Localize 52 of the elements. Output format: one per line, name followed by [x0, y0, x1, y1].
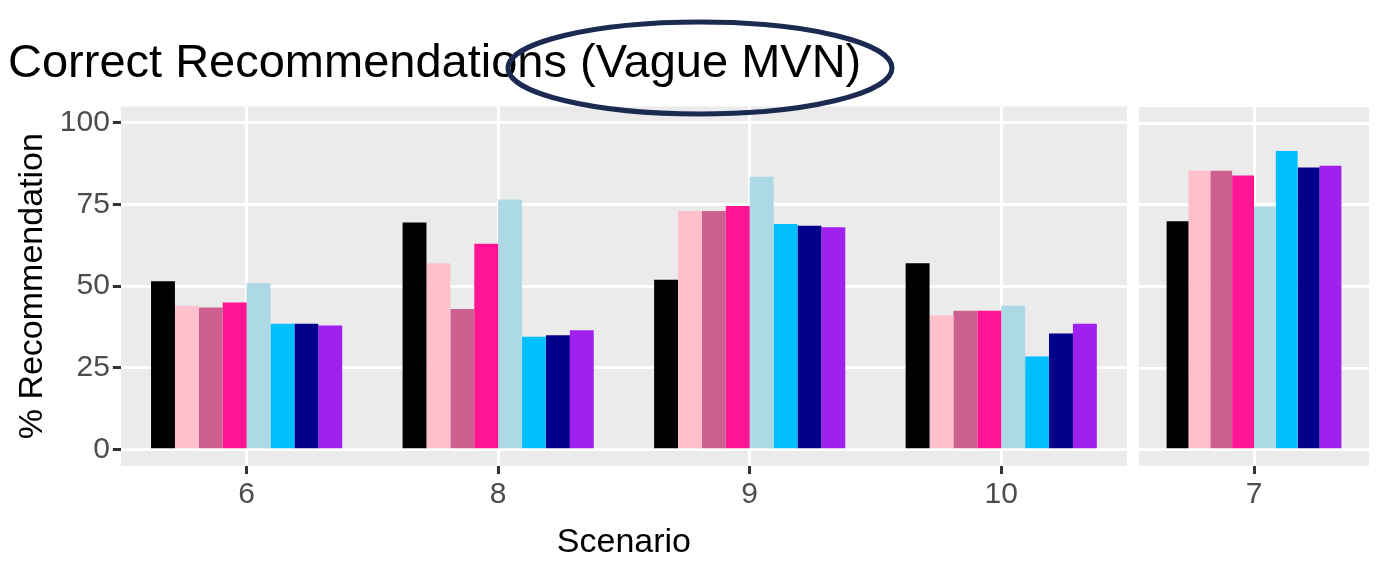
bar	[402, 222, 427, 449]
x-tick-label: 10	[984, 476, 1018, 510]
bar	[174, 305, 199, 449]
bar	[953, 310, 978, 449]
bar	[929, 315, 954, 449]
bar	[1188, 170, 1211, 449]
x-axis-title: Scenario	[556, 520, 692, 559]
bar	[318, 325, 343, 449]
bar	[1319, 165, 1342, 449]
bar	[725, 206, 750, 449]
x-tick-label: 6	[238, 476, 255, 510]
bar	[678, 211, 702, 449]
bar	[522, 336, 546, 449]
bar	[1001, 305, 1026, 449]
bar	[545, 335, 570, 449]
bar	[426, 263, 451, 449]
bar	[569, 330, 594, 449]
bar	[498, 199, 523, 449]
bar	[773, 224, 798, 449]
bar	[246, 282, 271, 449]
bar	[654, 279, 679, 449]
bar	[701, 211, 726, 449]
y-tick-label: 100	[59, 104, 110, 138]
bar	[151, 281, 175, 449]
bar	[1232, 175, 1254, 449]
y-tick-label: 25	[76, 349, 110, 383]
bar	[977, 310, 1002, 449]
bar	[821, 227, 846, 449]
x-tick-label: 8	[489, 476, 507, 510]
x-tick-label: 7	[1245, 476, 1263, 510]
y-tick-label: 50	[76, 267, 110, 301]
bar	[797, 225, 822, 449]
y-tick-label: 75	[76, 185, 110, 219]
bar	[1025, 356, 1050, 449]
y-axis-title: % Recommendation	[10, 133, 49, 440]
bar	[1275, 151, 1298, 449]
bar	[1049, 333, 1073, 449]
bar	[294, 323, 319, 449]
bar	[1072, 323, 1097, 449]
bar	[1297, 167, 1320, 449]
bar	[905, 263, 930, 449]
bar	[749, 176, 774, 449]
bar	[474, 243, 499, 449]
bar	[222, 302, 247, 449]
bar	[270, 323, 295, 449]
bar	[450, 309, 475, 449]
x-tick-label: 9	[741, 476, 759, 510]
bar	[198, 307, 223, 449]
y-tick-label: 0	[93, 430, 110, 464]
bar	[1210, 170, 1233, 449]
bar	[1166, 221, 1189, 449]
bar	[1254, 206, 1276, 449]
